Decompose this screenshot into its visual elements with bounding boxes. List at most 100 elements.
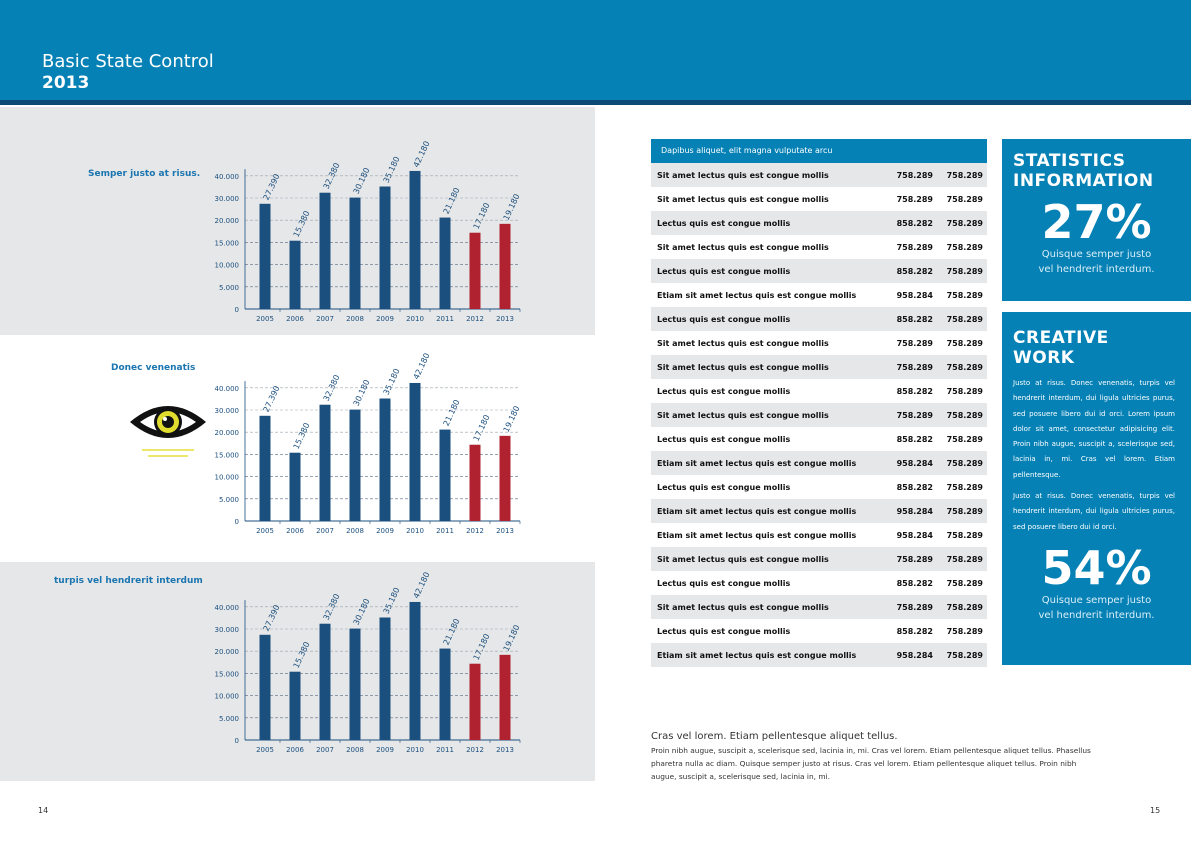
- data-label: 19.180: [502, 624, 522, 653]
- x-tick-label: 2006: [286, 315, 304, 323]
- y-tick-label: 30.000: [215, 626, 240, 634]
- table-row: Sit amet lectus quis est congue mollis 75…: [651, 235, 987, 259]
- data-label: 35.180: [382, 586, 402, 615]
- y-tick-label: 0: [235, 518, 239, 526]
- x-tick-label: 2012: [466, 315, 484, 323]
- bar-2006: [289, 240, 301, 309]
- row-value-1: 758.289: [896, 338, 933, 348]
- row-value-2: 758.289: [946, 578, 983, 588]
- chart-panel-3: [0, 562, 595, 781]
- row-value-1: 758.289: [896, 242, 933, 252]
- bar-2011: [439, 429, 451, 521]
- bar-2010: [409, 601, 421, 740]
- bar-2013: [499, 654, 511, 740]
- row-label: Sit amet lectus quis est congue mollis: [657, 194, 829, 204]
- x-tick-label: 2013: [496, 527, 514, 535]
- data-label: 30.180: [352, 378, 372, 407]
- creative-title-line1: CREATIVE: [1013, 328, 1109, 348]
- x-tick-label: 2005: [256, 527, 274, 535]
- data-label: 15.380: [292, 421, 312, 450]
- bar-2008: [349, 197, 361, 309]
- bar-2005: [259, 634, 271, 740]
- bar-2007: [319, 404, 331, 521]
- x-tick-label: 2011: [436, 527, 454, 535]
- y-tick-label: 10.000: [215, 693, 240, 701]
- row-label: Etiam sit amet lectus quis est congue mo…: [657, 650, 857, 660]
- row-label: Sit amet lectus quis est congue mollis: [657, 170, 829, 180]
- row-value-2: 758.289: [946, 530, 983, 540]
- bar-2008: [349, 628, 361, 740]
- stats-title-line2: INFORMATION: [1013, 171, 1154, 191]
- data-label: 21.180: [442, 186, 462, 215]
- row-value-1: 758.289: [896, 554, 933, 564]
- x-tick-label: 2012: [466, 527, 484, 535]
- footer-body: Proin nibh augue, suscipit a, scelerisqu…: [651, 746, 1091, 781]
- page-number-right: 15: [1150, 806, 1161, 815]
- row-value-1: 858.282: [896, 266, 933, 276]
- row-value-1: 958.284: [896, 530, 933, 540]
- data-label: 19.180: [502, 405, 522, 434]
- row-value-2: 758.289: [946, 266, 983, 276]
- x-tick-label: 2011: [436, 315, 454, 323]
- row-value-1: 858.282: [896, 578, 933, 588]
- row-label: Etiam sit amet lectus quis est congue mo…: [657, 506, 857, 516]
- data-label: 17.180: [472, 632, 492, 661]
- y-tick-label: 10.000: [215, 262, 240, 270]
- x-tick-label: 2006: [286, 746, 304, 754]
- data-label: 42.180: [412, 352, 432, 381]
- row-value-2: 758.289: [946, 218, 983, 228]
- x-tick-label: 2006: [286, 527, 304, 535]
- row-value-2: 758.289: [946, 338, 983, 348]
- table-row: Lectus quis est congue mollis 858.282 758.…: [651, 571, 987, 595]
- table-row: Lectus quis est congue mollis 858.282 758.…: [651, 427, 987, 451]
- table-row: Lectus quis est congue mollis 858.282 758.…: [651, 259, 987, 283]
- table-row: Sit amet lectus quis est congue mollis 75…: [651, 355, 987, 379]
- data-label: 42.180: [412, 571, 432, 600]
- creative-caption-1: Quisque semper justo: [1041, 594, 1152, 606]
- table-row: Etiam sit amet lectus quis est congue mo…: [651, 523, 987, 547]
- row-label: Sit amet lectus quis est congue mollis: [657, 338, 829, 348]
- bar-2007: [319, 623, 331, 740]
- bar-2007: [319, 192, 331, 309]
- y-tick-label: 30.000: [215, 195, 240, 203]
- data-label: 27.390: [262, 603, 282, 632]
- eye-logo-icon: [130, 406, 206, 457]
- row-value-2: 758.289: [946, 626, 983, 636]
- table-row: Etiam sit amet lectus quis est congue mo…: [651, 283, 987, 307]
- row-value-2: 758.289: [946, 650, 983, 660]
- y-tick-label: 10.000: [215, 474, 240, 482]
- statistics-box: STATISTICS INFORMATION 27% Quisque semper…: [1002, 139, 1191, 301]
- y-tick-label: 20.000: [215, 648, 240, 656]
- x-tick-label: 2007: [316, 527, 334, 535]
- bar-2006: [289, 671, 301, 740]
- data-label: 30.180: [352, 597, 372, 626]
- chart-title-1: Semper justo at risus.: [88, 169, 201, 179]
- row-value-2: 758.289: [946, 314, 983, 324]
- creative-work-box: CREATIVE WORK Justo at risus. Donec venen…: [1002, 312, 1191, 665]
- data-label: 30.180: [352, 166, 372, 195]
- x-tick-label: 2011: [436, 746, 454, 754]
- footer-heading: Cras vel lorem. Etiam pellentesque aliqu…: [651, 731, 898, 742]
- page-header: [0, 0, 1191, 100]
- y-tick-label: 20.000: [215, 217, 240, 225]
- row-label: Sit amet lectus quis est congue mollis: [657, 602, 829, 612]
- row-value-1: 958.284: [896, 458, 933, 468]
- row-value-1: 758.289: [896, 194, 933, 204]
- row-value-1: 858.282: [896, 386, 933, 396]
- row-label: Sit amet lectus quis est congue mollis: [657, 242, 829, 252]
- row-value-2: 758.289: [946, 290, 983, 300]
- bar-2010: [409, 382, 421, 521]
- data-label: 21.180: [442, 398, 462, 427]
- bar-2011: [439, 217, 451, 309]
- bar-2005: [259, 203, 271, 309]
- bar-2012: [469, 663, 481, 740]
- row-value-2: 758.289: [946, 362, 983, 372]
- row-value-1: 758.289: [896, 362, 933, 372]
- row-value-2: 758.289: [946, 554, 983, 564]
- row-value-1: 858.282: [896, 314, 933, 324]
- table-row: Lectus quis est congue mollis 858.282 758.…: [651, 211, 987, 235]
- bar-2005: [259, 415, 271, 521]
- row-value-1: 958.284: [896, 506, 933, 516]
- footer-text: Cras vel lorem. Etiam pellentesque aliqu…: [651, 731, 1101, 783]
- row-value-2: 758.289: [946, 458, 983, 468]
